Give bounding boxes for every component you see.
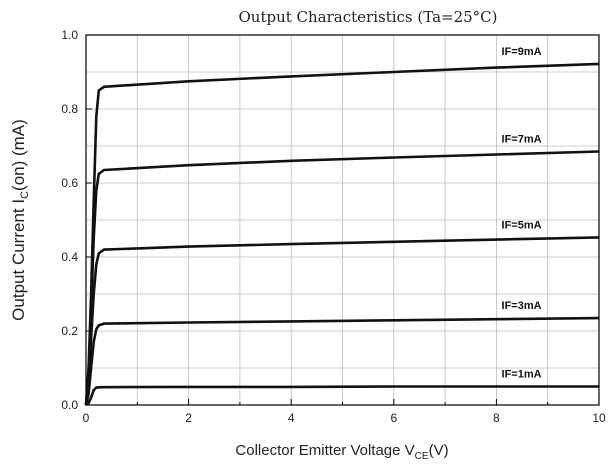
y-axis-label-sub: C [19, 191, 31, 199]
grid [86, 35, 599, 405]
y-tick-label: 0.2 [61, 324, 78, 338]
y-tick-label: 0.6 [61, 176, 78, 190]
series-label: IF=7mA [502, 134, 542, 146]
axis-ticks: 0 2 4 6 8 10 0.0 0.2 0.4 0.6 0.8 1.0 [61, 28, 606, 425]
y-axis-label-tail: (on) (mA) [9, 119, 28, 191]
x-tick-label: 6 [390, 411, 397, 425]
series-label: IF=3mA [502, 300, 542, 312]
x-axis-label-sub: CE [415, 451, 429, 462]
y-axis-label-main: Output Current I [9, 199, 28, 321]
x-tick-label: 0 [83, 411, 90, 425]
chart-title: Output Characteristics (Ta=25°C) [238, 8, 497, 26]
y-tick-label: 1.0 [61, 28, 78, 42]
x-tick-label: 8 [493, 411, 500, 425]
x-tick-label: 2 [185, 411, 192, 425]
series-line [85, 385, 599, 407]
y-tick-label: 0.8 [61, 102, 78, 116]
x-tick-label: 4 [288, 411, 295, 425]
series-label: IF=1mA [502, 369, 542, 381]
x-axis-label-unit: (V) [429, 442, 449, 459]
y-tick-label: 0.4 [61, 250, 78, 264]
x-axis-label-main: Collector Emitter Voltage V [235, 442, 414, 459]
series-lines [84, 62, 600, 407]
series-label: IF=9mA [502, 46, 542, 58]
y-axis-label: Output Current IC(on) (mA) [9, 119, 31, 321]
y-tick-label: 0.0 [61, 398, 78, 412]
series-line [84, 62, 600, 406]
series-labels: IF=1mA IF=3mA IF=5mA IF=7mA IF=9mA [502, 46, 542, 381]
series-line [84, 316, 600, 406]
x-axis-label: Collector Emitter Voltage VCE(V) [235, 442, 448, 462]
x-tick-label: 10 [592, 411, 606, 425]
series-label: IF=5mA [502, 219, 542, 231]
plot-frame [85, 34, 600, 406]
